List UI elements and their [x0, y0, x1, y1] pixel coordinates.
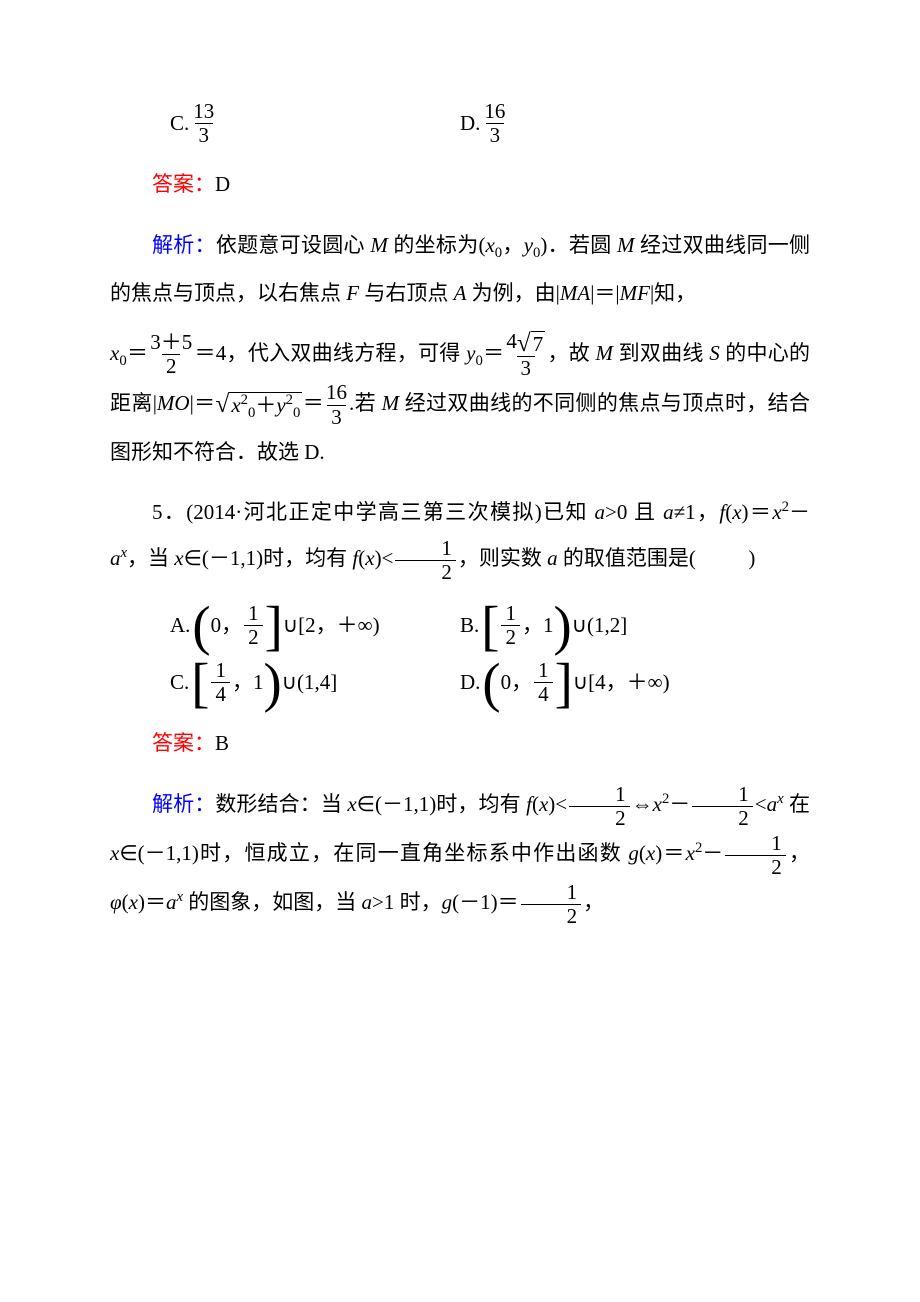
- sqrt: √x20＋y20: [215, 392, 302, 417]
- answer-label: 答案：: [152, 173, 215, 196]
- q5-options-row2: C. [ 14 ，1 ) ∪(1,4] D. ( 0， 14 ] ∪[4，＋∞): [110, 659, 810, 706]
- fraction: 12: [521, 881, 582, 928]
- interval: ( 0， 14 ]: [482, 659, 572, 706]
- option-label: D.: [460, 108, 480, 140]
- interval: [ 12 ，1 ): [481, 602, 571, 649]
- q5-option-c: C. [ 14 ，1 ) ∪(1,4]: [110, 659, 460, 706]
- q5-option-a: A. ( 0， 12 ] ∪[2，＋∞): [110, 602, 460, 649]
- sqrt: √7: [517, 331, 545, 356]
- q5-stem: 5．(2014·河北正定中学高三第三次模拟)已知 a>0 且 a≠1，f(x)＝…: [110, 489, 810, 584]
- fraction: 12: [692, 783, 753, 830]
- q5-explanation: 解析：数形结合：当 x∈(－1,1)时，均有 f(x)<12⇔x2－12<ax …: [110, 781, 810, 927]
- q5-option-d: D. ( 0， 14 ] ∪[4，＋∞): [460, 659, 810, 706]
- fraction: 13 3: [193, 100, 214, 147]
- answer-value: B: [215, 731, 229, 755]
- answer-value: D: [215, 172, 230, 196]
- fraction: 12: [395, 537, 456, 584]
- fraction: 4√73: [506, 330, 545, 380]
- q4-answer-line: 答案：D: [110, 161, 810, 208]
- q4-explanation: 解析：依题意可设圆心 M 的坐标为(x0，y0)．若圆 M 经过双曲线同一侧的焦…: [110, 222, 810, 315]
- option-label: C.: [170, 108, 189, 140]
- fraction: 16 3: [484, 100, 505, 147]
- fraction: 12: [569, 783, 630, 830]
- interval: [ 14 ，1 ): [191, 659, 281, 706]
- explain-label: 解析：: [152, 793, 215, 816]
- q4-options-row: C. 13 3 D. 16 3: [110, 100, 810, 147]
- q4-option-d: D. 16 3: [460, 100, 810, 147]
- explain-label: 解析：: [152, 234, 216, 257]
- fraction: 12: [725, 832, 786, 879]
- fraction: 3＋52: [150, 331, 192, 378]
- fraction: 163: [326, 381, 347, 428]
- answer-label: 答案：: [152, 732, 215, 755]
- q4-explanation-line2: x0＝3＋52＝4，代入双曲线方程，可得 y0＝4√73，故 M 到双曲线 S …: [110, 330, 810, 475]
- q4-option-c: C. 13 3: [110, 100, 460, 147]
- q5-option-b: B. [ 12 ，1 ) ∪(1,2]: [460, 602, 810, 649]
- interval: ( 0， 12 ]: [192, 602, 282, 649]
- q5-answer-line: 答案：B: [110, 720, 810, 767]
- q5-options-row1: A. ( 0， 12 ] ∪[2，＋∞) B. [ 12 ，1 ) ∪(1,2]: [110, 602, 810, 649]
